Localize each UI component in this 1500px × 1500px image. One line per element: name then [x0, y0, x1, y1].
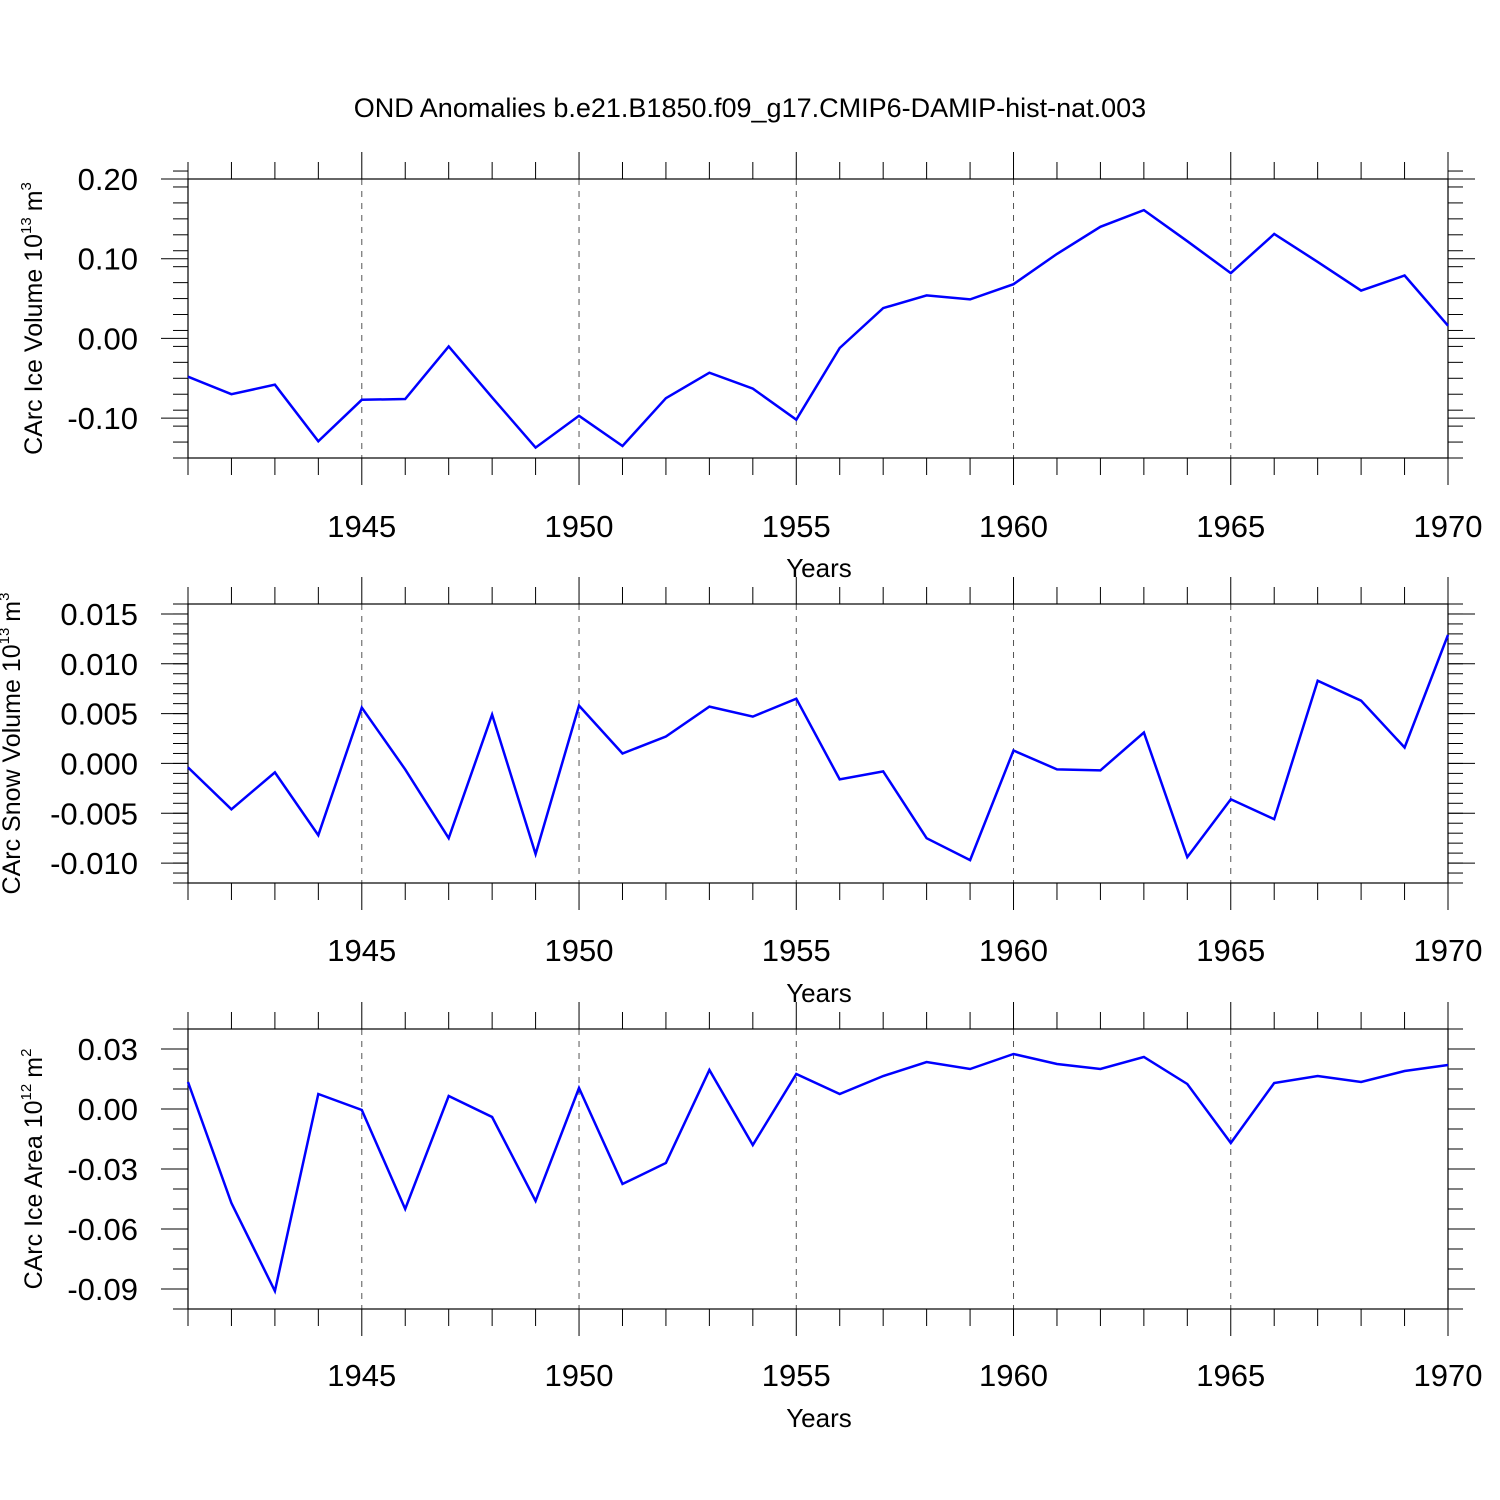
x-tick-label: 1955 [762, 1358, 831, 1393]
x-tick-label: 1965 [1196, 1358, 1265, 1393]
y-axis-label-text: CArc Ice Volume 10 [20, 234, 48, 455]
plot-frame [187, 603, 1449, 884]
x-tick-label: 1945 [327, 1358, 396, 1393]
y-tick-label: 0.10 [78, 242, 138, 277]
x-tick-label: 1945 [327, 509, 396, 544]
y-tick-label: 0.00 [78, 321, 138, 356]
plot-frame [187, 1028, 1449, 1310]
chart-title: OND Anomalies b.e21.B1850.f09_g17.CMIP6-… [354, 93, 1146, 123]
y-tick-label: 0.005 [60, 697, 138, 732]
x-axis-label: Years [786, 978, 852, 1008]
series-line [187, 208, 1449, 450]
x-axis-label: Years [786, 553, 852, 583]
x-tick-label: 1960 [979, 509, 1048, 544]
y-axis-label: CArc Snow Volume 1013 m3 [0, 593, 26, 895]
x-tick-label: 1955 [762, 933, 831, 968]
y-axis-label-unit: m [20, 1057, 48, 1078]
plot-frame [187, 178, 1449, 459]
y-tick-label: -0.005 [50, 796, 138, 831]
y-axis-label-exponent: 12 [18, 1084, 35, 1101]
y-axis-label: CArc Ice Volume 1013 m3 [18, 182, 48, 455]
y-tick-label: -0.010 [50, 846, 138, 881]
panel-3: 0.03 0.00 -0.03 -0.06 -0.09 1945 1950 1955 1960 1… [18, 1002, 1482, 1433]
y-tick-label: 0.010 [60, 647, 138, 682]
y-axis-label-text: CArc Snow Volume 10 [0, 644, 26, 894]
y-tick-label: 0.015 [60, 597, 138, 632]
panel-1: 0.20 0.10 0.00 -0.10 1945 1950 1955 1960 1965 197… [18, 152, 1482, 583]
x-axis-label: Years [786, 1403, 852, 1433]
y-tick-label: 0.000 [60, 746, 138, 781]
y-axis-label-exponent: 13 [0, 628, 13, 645]
y-axis-label-unit-exponent: 3 [18, 182, 35, 190]
y-tick-label: -0.03 [67, 1152, 138, 1187]
y-axis-label-unit-exponent: 3 [0, 593, 13, 601]
x-tick-label: 1950 [545, 933, 614, 968]
y-tick-label: -0.06 [67, 1212, 138, 1247]
x-tick-label: 1970 [1414, 1358, 1483, 1393]
y-axis-label-exponent: 13 [18, 217, 35, 234]
y-tick-label: -0.10 [67, 401, 138, 436]
x-tick-label: 1965 [1196, 509, 1265, 544]
y-axis-label-unit: m [20, 190, 48, 211]
y-tick-label: -0.09 [67, 1272, 138, 1307]
y-tick-label: 0.20 [78, 162, 138, 197]
y-axis-label-unit: m [0, 601, 26, 622]
y-axis-label-unit-exponent: 2 [18, 1049, 35, 1057]
x-tick-label: 1950 [545, 1358, 614, 1393]
y-tick-label: 0.00 [78, 1092, 138, 1127]
x-tick-label: 1960 [979, 1358, 1048, 1393]
x-tick-label: 1965 [1196, 933, 1265, 968]
y-tick-label: 0.03 [78, 1032, 138, 1067]
x-tick-label: 1950 [545, 509, 614, 544]
x-tick-label: 1960 [979, 933, 1048, 968]
panel-2: 0.015 0.010 0.005 0.000 -0.005 -0.010 1945 1950… [0, 577, 1482, 1008]
y-axis-label: CArc Ice Area 1012 m2 [18, 1049, 48, 1290]
x-tick-label: 1970 [1414, 509, 1483, 544]
series-line [186, 1052, 1449, 1295]
x-tick-label: 1945 [327, 933, 396, 968]
x-tick-label: 1970 [1414, 933, 1483, 968]
y-axis-label-text: CArc Ice Area 10 [20, 1100, 48, 1289]
series-line [187, 634, 1450, 862]
x-tick-label: 1955 [762, 509, 831, 544]
